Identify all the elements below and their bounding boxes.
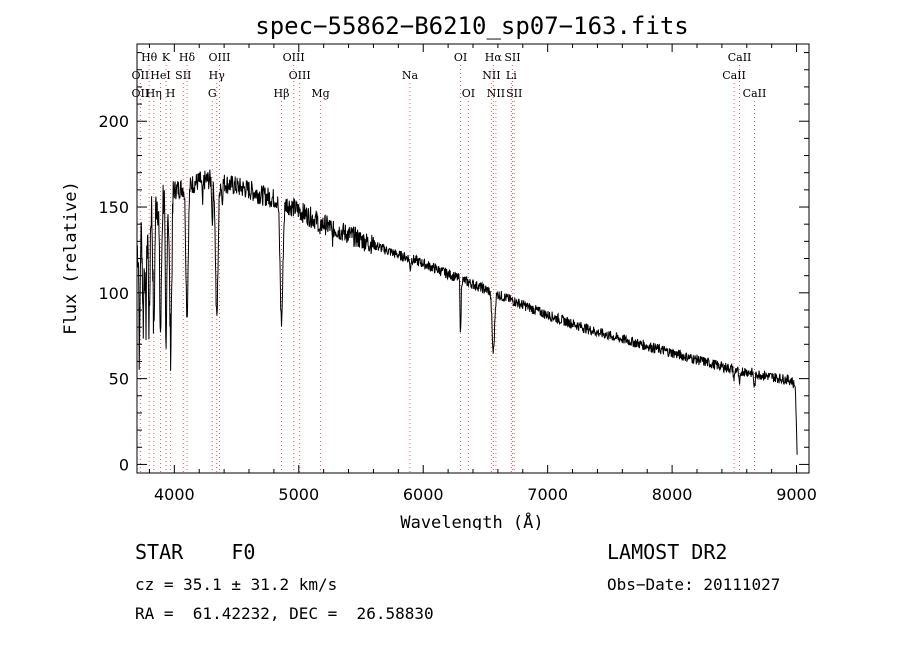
line-marker-label: H: [166, 87, 176, 100]
line-marker-label: OI: [454, 51, 467, 64]
plot-frame: [136, 43, 810, 474]
line-marker-label: NII: [487, 87, 505, 100]
line-marker-label: Hθ: [141, 51, 158, 64]
x-axis: 4000 5000 6000 7000 8000 9000: [148, 44, 817, 504]
object-classification: STAR F0: [135, 540, 255, 564]
x-tick-label: 6000: [403, 485, 444, 504]
line-marker-label: CaII: [743, 87, 767, 100]
observation-date: Obs−Date: 20111027: [607, 575, 781, 594]
line-marker-label: Mg: [311, 87, 329, 100]
y-tick-label: 0: [119, 455, 129, 474]
x-tick-label: 9000: [776, 485, 817, 504]
x-tick-label: 5000: [278, 485, 319, 504]
spectrum-chart: spec−55862−B6210_sp07−163.fits Hθ K Hδ OIII…: [61, 12, 817, 530]
chart-title: spec−55862−B6210_sp07−163.fits: [255, 12, 688, 40]
coordinates: RA = 61.42232, DEC = 26.58830: [135, 604, 434, 623]
line-marker-label: SII: [175, 69, 191, 82]
line-marker-label: OII: [132, 87, 150, 100]
y-tick-label: 150: [98, 198, 129, 217]
line-marker-label: OII: [132, 69, 150, 82]
line-marker-label: CaII: [728, 51, 752, 64]
line-marker-label: Li: [506, 69, 517, 82]
line-marker-label: Hβ: [274, 87, 290, 100]
line-marker-label: Hη: [146, 87, 162, 100]
line-marker-label: OIII: [283, 51, 305, 64]
line-marker-label: NII: [482, 69, 500, 82]
x-tick-label: 4000: [154, 485, 195, 504]
line-marker-label: OIII: [289, 69, 311, 82]
spectrum-line: [136, 169, 798, 455]
line-marker-label: G: [208, 87, 217, 100]
line-marker-label: CaII: [722, 69, 746, 82]
x-axis-label: Wavelength (Å): [400, 511, 543, 530]
line-marker-label: OIII: [208, 51, 230, 64]
object-class: STAR: [135, 540, 184, 564]
redshift-velocity: cz = 35.1 ± 31.2 km/s: [135, 575, 338, 594]
line-marker-label: Hγ: [209, 69, 226, 82]
line-marker-label: SII: [506, 87, 522, 100]
line-marker-label: Hα: [485, 51, 503, 64]
line-marker-label: SII: [504, 51, 520, 64]
y-axis: 0 50 100 150 200: [98, 52, 809, 474]
line-marker-label: K: [162, 51, 171, 64]
y-axis-label: Flux (relative): [61, 181, 81, 335]
line-marker-label: HeI: [150, 69, 170, 82]
y-tick-label: 100: [98, 284, 129, 303]
y-tick-label: 200: [98, 112, 129, 131]
line-marker-label: OI: [462, 87, 475, 100]
object-subclass: F0: [231, 540, 256, 564]
x-tick-label: 8000: [652, 485, 693, 504]
x-tick-label: 7000: [527, 485, 568, 504]
survey-name: LAMOST DR2: [607, 540, 728, 564]
line-marker-label: Na: [402, 69, 419, 82]
line-marker-label: Hδ: [179, 51, 196, 64]
y-tick-label: 50: [109, 370, 129, 389]
